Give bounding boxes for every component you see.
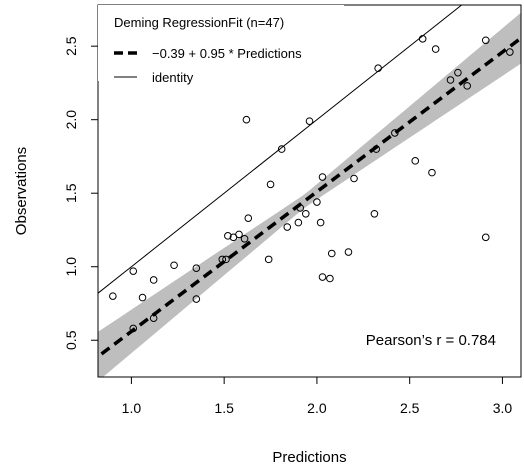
data-point <box>372 145 381 153</box>
data-point <box>109 292 117 300</box>
pearson-annotation: Pearson’s r = 0.784 <box>366 332 496 349</box>
legend-identity-label: identity <box>152 70 194 85</box>
data-point <box>481 233 490 242</box>
data-point <box>391 129 399 137</box>
x-axis-title: Predictions <box>272 449 346 466</box>
y-axis-title: Observations <box>13 147 30 235</box>
data-point <box>428 168 436 177</box>
data-point <box>277 145 286 153</box>
x-tick-label: 3.0 <box>493 400 513 416</box>
data-point <box>192 295 201 303</box>
data-point <box>149 276 158 284</box>
identity-line <box>98 5 463 294</box>
y-tick-label: 0.5 <box>63 330 79 350</box>
fit-line <box>98 35 521 359</box>
data-point <box>301 209 310 218</box>
data-point <box>149 314 158 322</box>
x-tick-label: 2.5 <box>400 400 420 416</box>
data-point <box>318 173 327 181</box>
data-point <box>374 64 382 73</box>
data-point <box>313 198 321 206</box>
data-point <box>266 180 275 189</box>
y-tick-label: 1.0 <box>63 257 79 277</box>
data-point <box>224 232 232 240</box>
data-point <box>411 157 420 165</box>
data-point <box>350 174 358 183</box>
y-tick-label: 2.5 <box>63 36 79 56</box>
legend-box <box>98 5 344 81</box>
data-point <box>418 35 427 43</box>
data-point <box>305 117 314 125</box>
data-point <box>296 204 305 212</box>
data-point <box>244 214 253 222</box>
data-point <box>318 273 327 281</box>
x-tick-label: 1.0 <box>122 400 142 416</box>
data-point <box>370 209 379 218</box>
data-point <box>283 223 292 231</box>
data-point <box>344 248 353 256</box>
data-point <box>506 48 514 56</box>
y-tick-label: 2.0 <box>63 110 79 130</box>
confidence-band <box>98 12 521 377</box>
data-point <box>170 261 178 270</box>
data-point <box>129 267 138 275</box>
data-point <box>327 249 336 258</box>
data-point <box>463 82 472 90</box>
data-point <box>222 255 230 264</box>
data-point <box>138 293 147 302</box>
data-point <box>431 45 440 53</box>
data-point <box>240 234 249 243</box>
x-tick-label: 2.0 <box>307 400 327 416</box>
data-point <box>235 230 243 239</box>
data-point <box>454 68 462 77</box>
legend-fit-label: −0.39 + 0.95 * Predictions <box>152 46 302 61</box>
data-point <box>218 255 227 264</box>
data-point <box>294 218 303 227</box>
data-point <box>316 218 325 227</box>
data-point <box>326 274 334 283</box>
data-point <box>264 255 273 264</box>
data-point <box>481 36 490 45</box>
data-point <box>242 115 251 124</box>
y-tick-label: 1.5 <box>63 183 79 203</box>
legend-title: Deming RegressionFit (n=47) <box>114 15 284 30</box>
data-point <box>129 324 138 333</box>
data-point <box>446 76 455 84</box>
data-point <box>192 264 201 272</box>
axes: 1.0 1.5 2.0 2.5 3.0 0.5 1.0 1.5 2.0 2.5 <box>63 36 512 416</box>
x-tick-label: 1.5 <box>214 400 234 416</box>
legend: Deming RegressionFit (n=47) −0.39 + 0.95… <box>98 5 344 85</box>
plot-area <box>98 5 521 377</box>
